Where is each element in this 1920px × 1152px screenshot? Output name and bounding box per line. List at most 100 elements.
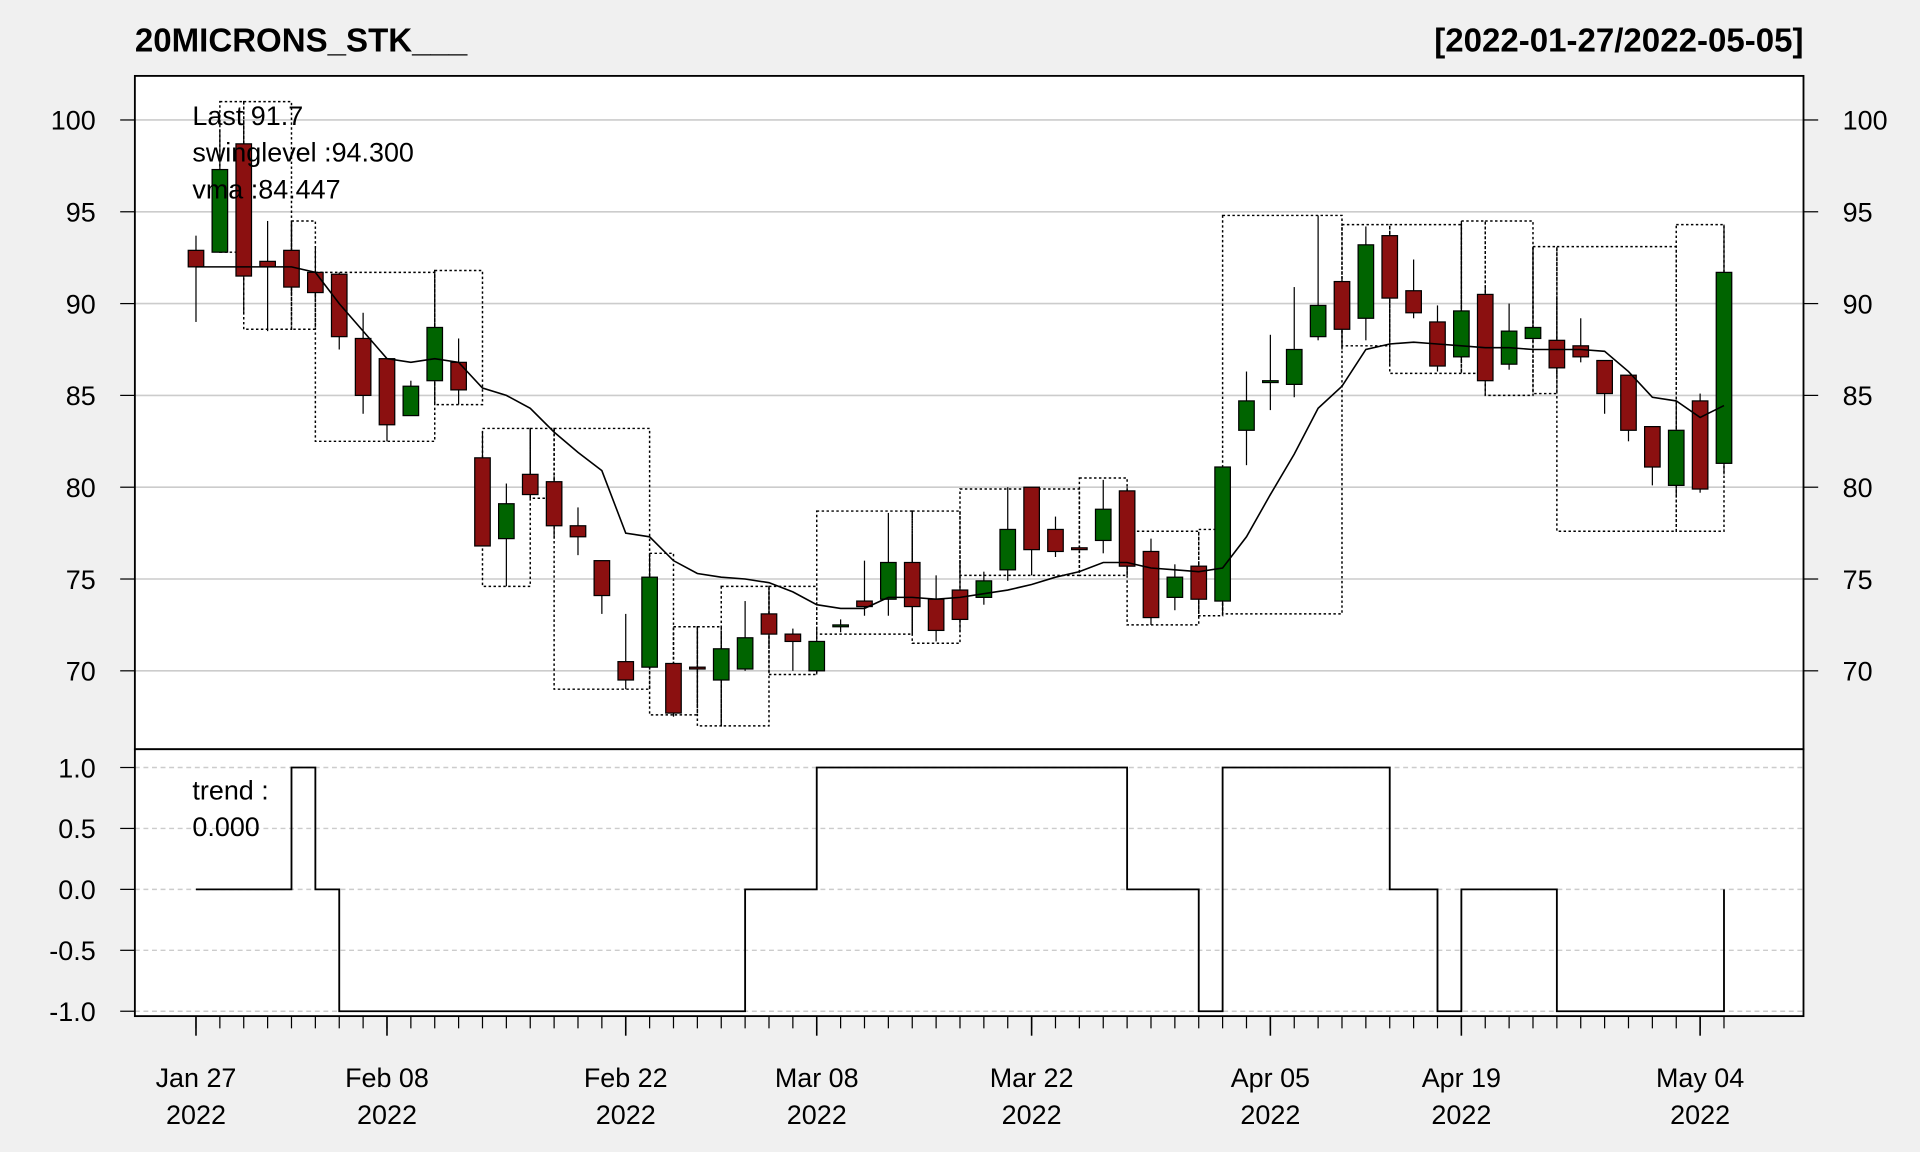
swing-box xyxy=(1389,223,1463,375)
y-tick-label: -0.5 xyxy=(49,936,95,966)
date-range: [2022-01-27/2022-05-05] xyxy=(1434,22,1803,59)
y-tick-label: 75 xyxy=(66,565,96,595)
candle-body xyxy=(879,561,897,600)
candle-body xyxy=(1691,400,1709,490)
candle-body xyxy=(426,326,444,382)
x-tick-year: 2022 xyxy=(1431,1100,1491,1130)
candle-body xyxy=(474,457,491,547)
y-tick-label: 70 xyxy=(66,657,96,687)
y-tick-label: 1.0 xyxy=(58,753,95,783)
candle-body xyxy=(927,598,945,632)
candle-body xyxy=(450,361,467,391)
annotation: 0.000 xyxy=(192,812,259,842)
candle-body xyxy=(521,473,539,496)
swing-box xyxy=(1221,214,1343,615)
x-tick-label: Feb 08 xyxy=(345,1063,429,1093)
candle-body xyxy=(1572,345,1590,358)
candle-body xyxy=(593,560,611,597)
candle-body xyxy=(1476,293,1494,382)
y-tick-label: -1.0 xyxy=(49,997,95,1027)
annotation: vma :84.447 xyxy=(192,174,340,204)
y-tick-label-right: 95 xyxy=(1843,198,1873,228)
y-tick-label: 95 xyxy=(66,198,96,228)
y-tick-label: 80 xyxy=(66,473,96,503)
x-tick-label: Apr 05 xyxy=(1231,1063,1310,1093)
candle-body xyxy=(211,168,229,253)
candle-body xyxy=(354,337,372,397)
candle-body xyxy=(1285,348,1303,385)
candle-body xyxy=(187,249,205,268)
candle-body xyxy=(1643,426,1661,468)
vma-line xyxy=(195,266,1725,610)
x-tick-label: Apr 19 xyxy=(1422,1063,1501,1093)
candle-body xyxy=(378,358,396,426)
swing-box xyxy=(1484,220,1534,397)
candle-body xyxy=(1667,429,1685,486)
candle-body xyxy=(545,481,563,527)
candle-body xyxy=(1023,486,1040,551)
candle-body xyxy=(1381,235,1399,299)
candle-body xyxy=(306,271,324,294)
candle-body xyxy=(1309,304,1327,338)
candle-body xyxy=(951,589,969,621)
candle-body xyxy=(1214,466,1231,602)
candle-body xyxy=(760,613,778,635)
candle-body xyxy=(1190,565,1208,600)
candle-body xyxy=(1357,244,1375,319)
swing-box xyxy=(290,220,317,331)
candle-body xyxy=(856,600,873,608)
y-tick-label-right: 80 xyxy=(1843,473,1873,503)
candle-body xyxy=(1261,380,1279,384)
candle-body xyxy=(569,525,587,538)
candle-body xyxy=(1070,547,1088,551)
y-tick-label: 90 xyxy=(66,289,96,319)
candle-body xyxy=(617,661,635,681)
candle-body xyxy=(999,528,1017,571)
x-tick-label: Mar 08 xyxy=(775,1063,859,1093)
candle-body xyxy=(903,561,921,608)
x-tick-year: 2022 xyxy=(357,1100,417,1130)
candle-body xyxy=(1094,508,1112,542)
swing-box xyxy=(1532,245,1558,395)
candle-body xyxy=(688,666,706,670)
swing-box xyxy=(314,271,436,443)
candle-body xyxy=(641,576,658,668)
y-tick-label: 100 xyxy=(51,106,96,136)
candle-body xyxy=(1596,359,1613,395)
panel-frame xyxy=(133,748,1805,1018)
candle-body xyxy=(1524,326,1542,340)
candle-body xyxy=(1047,528,1064,553)
y-tick-label-right: 70 xyxy=(1843,657,1873,687)
y-tick-label-right: 75 xyxy=(1843,565,1873,595)
x-tick-year: 2022 xyxy=(166,1100,226,1130)
candle-body xyxy=(832,624,849,628)
candle-body xyxy=(808,640,826,672)
candle-body xyxy=(1405,290,1422,314)
x-tick-label: Feb 22 xyxy=(584,1063,668,1093)
candle-body xyxy=(330,273,348,338)
candle-body xyxy=(1715,271,1733,464)
y-tick-label-right: 100 xyxy=(1843,106,1888,136)
y-tick-label-right: 85 xyxy=(1843,381,1873,411)
x-tick-year: 2022 xyxy=(1002,1100,1062,1130)
annotation: swinglevel :94.300 xyxy=(192,138,414,168)
candle-body xyxy=(1142,550,1160,619)
chart-title: 20MICRONS_STK___ xyxy=(135,22,468,59)
candle-body xyxy=(497,503,515,540)
x-tick-year: 2022 xyxy=(596,1100,656,1130)
swing-box xyxy=(1078,477,1128,577)
x-tick-year: 2022 xyxy=(787,1100,847,1130)
candle-body xyxy=(1452,310,1470,358)
candle-body xyxy=(1620,374,1637,431)
x-tick-label: Jan 27 xyxy=(156,1063,237,1093)
y-tick-label: 0.5 xyxy=(58,814,95,844)
y-tick-label: 0.0 xyxy=(58,875,95,905)
candle-body xyxy=(1548,339,1566,369)
x-tick-label: Mar 22 xyxy=(990,1063,1074,1093)
candle-body xyxy=(736,637,754,670)
candle-body xyxy=(1238,400,1255,431)
y-tick-label: 85 xyxy=(66,381,96,411)
candle-body xyxy=(235,143,253,277)
